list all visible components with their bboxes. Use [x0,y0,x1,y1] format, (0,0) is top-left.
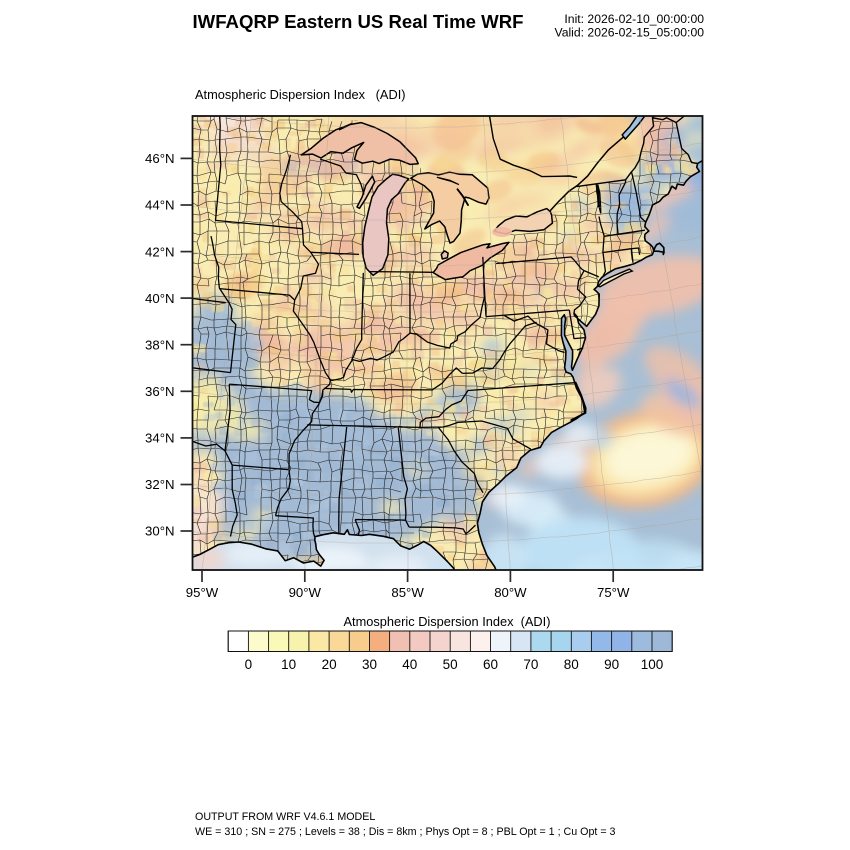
svg-text:32°N: 32°N [145,477,174,492]
svg-text:70: 70 [523,657,538,672]
svg-text:20: 20 [322,657,337,672]
svg-text:40: 40 [402,657,417,672]
svg-text:38°N: 38°N [145,337,174,352]
svg-text:WE = 310 ; SN = 275 ; Levels =: WE = 310 ; SN = 275 ; Levels = 38 ; Dis … [195,826,616,838]
svg-text:Valid: 2026-02-15_05:00:00: Valid: 2026-02-15_05:00:00 [554,26,704,40]
svg-text:Atmospheric Dispersion Index: Atmospheric Dispersion Index (ADI) [195,87,406,102]
svg-text:80°W: 80°W [494,585,527,600]
svg-text:95°W: 95°W [186,585,219,600]
svg-text:Init: 2026-02-10_00:00:00: Init: 2026-02-10_00:00:00 [564,12,704,26]
svg-text:75°W: 75°W [597,585,630,600]
svg-text:30: 30 [362,657,377,672]
svg-text:34°N: 34°N [145,431,174,446]
svg-text:40°N: 40°N [145,291,174,306]
svg-text:90: 90 [604,657,619,672]
svg-text:85°W: 85°W [391,585,424,600]
svg-text:50: 50 [443,657,458,672]
svg-text:100: 100 [641,657,664,672]
svg-text:10: 10 [281,657,296,672]
svg-text:0: 0 [245,657,253,672]
svg-text:80: 80 [564,657,579,672]
svg-text:OUTPUT FROM WRF V4.6.1 MODEL: OUTPUT FROM WRF V4.6.1 MODEL [195,811,375,823]
svg-text:44°N: 44°N [145,198,174,213]
svg-text:IWFAQRP Eastern US Real Time W: IWFAQRP Eastern US Real Time WRF [193,11,524,32]
svg-text:36°N: 36°N [145,384,174,399]
svg-text:90°W: 90°W [289,585,322,600]
svg-text:30°N: 30°N [145,524,174,539]
svg-text:Atmospheric Dispersion Index: Atmospheric Dispersion Index (ADI) [344,614,551,629]
svg-text:42°N: 42°N [145,244,174,259]
svg-text:46°N: 46°N [145,151,174,166]
svg-text:60: 60 [483,657,498,672]
